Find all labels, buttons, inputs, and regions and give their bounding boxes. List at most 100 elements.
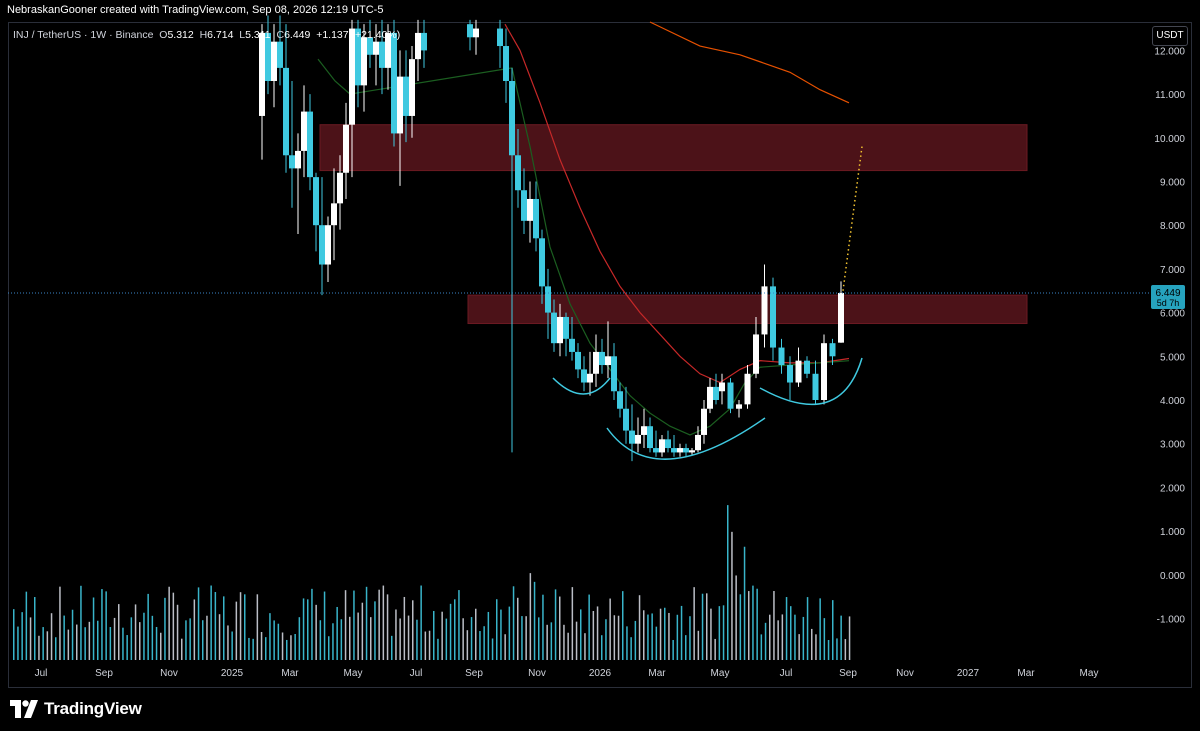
volume-bar xyxy=(819,598,821,660)
volume-bar xyxy=(378,589,380,660)
volume-bar xyxy=(29,617,32,660)
volume-bar xyxy=(823,618,826,660)
volume-bar xyxy=(63,615,65,660)
volume-bar xyxy=(458,590,460,660)
history-candle xyxy=(593,351,599,374)
volume-bar xyxy=(277,623,280,660)
volume-bar xyxy=(139,622,141,660)
volume-bar xyxy=(210,585,212,660)
open-label: O xyxy=(159,29,168,41)
top-bar: NebraskanGooner created with TradingView… xyxy=(0,0,1200,22)
history-candle xyxy=(473,28,479,38)
volume-bar xyxy=(311,588,313,660)
volume-bar xyxy=(244,594,246,660)
volume-bar xyxy=(571,587,574,660)
candle xyxy=(829,343,836,357)
volume-bar xyxy=(517,597,519,660)
time-tick-label: Jul xyxy=(410,668,423,679)
volume-bar xyxy=(80,585,82,660)
volume-bar xyxy=(806,597,809,660)
candle xyxy=(727,382,734,409)
volume-bar xyxy=(466,630,469,660)
volume-bar xyxy=(218,614,221,660)
volume-bar xyxy=(546,624,548,660)
tradingview-logo[interactable]: TradingView xyxy=(10,699,142,719)
volume-bar xyxy=(382,585,385,660)
history-candle xyxy=(391,32,397,134)
volume-bar xyxy=(643,610,645,660)
history-candle xyxy=(283,67,289,156)
history-candle xyxy=(545,286,551,313)
history-candle xyxy=(623,408,629,431)
volume-bar xyxy=(328,636,330,660)
history-candle xyxy=(331,203,337,226)
volume-bar xyxy=(445,618,448,660)
history-candle xyxy=(397,76,403,134)
volume-bar xyxy=(248,637,250,660)
volume-bar xyxy=(756,588,758,660)
candle xyxy=(821,343,827,400)
volume-bar xyxy=(143,612,145,660)
volume-bar xyxy=(491,638,494,660)
history-candle xyxy=(521,190,527,221)
price-tag-box xyxy=(1151,284,1185,309)
change-value: +1.137 (+21.40%) xyxy=(316,29,401,41)
volume-bar xyxy=(785,597,788,660)
history-candle xyxy=(653,448,659,453)
volume-bar xyxy=(470,617,473,660)
close-value: 6.449 xyxy=(284,29,311,41)
volume-bar xyxy=(386,594,389,660)
volume-bar xyxy=(252,638,254,660)
history-candle xyxy=(617,391,623,409)
volume-bar xyxy=(193,599,196,660)
symbol-legend: INJ / TetherUS · 1W · Binance O5.312 H6.… xyxy=(13,29,400,41)
volume-bar xyxy=(634,620,637,660)
volume-bar xyxy=(399,618,401,660)
candle xyxy=(778,347,785,366)
price-tick-label: 2.000 xyxy=(1160,483,1185,494)
time-axis: Jul Sep Nov 2025 Mar May Jul Sep Nov 2026 Mar May Ju… xyxy=(35,668,1099,679)
volume-bar xyxy=(664,607,666,660)
volume-bar xyxy=(155,626,158,660)
volume-bar xyxy=(584,633,586,660)
volume-bar xyxy=(336,606,338,660)
price-axis: 12.000 11.000 10.000 9.000 8.000 7.000 6.000 5.… xyxy=(1154,46,1185,625)
history-candle xyxy=(337,172,343,204)
volume-bar xyxy=(689,616,691,660)
history-candle xyxy=(677,448,683,453)
time-tick-label: Nov xyxy=(160,668,178,679)
volume-bar xyxy=(512,586,515,660)
volume-bar xyxy=(630,637,632,660)
volume-bar xyxy=(714,638,716,660)
volume-bar xyxy=(559,596,561,660)
price-tick-label: 8.000 xyxy=(1160,221,1185,232)
volume-bar xyxy=(710,608,712,660)
history-candle xyxy=(355,28,361,86)
volume-bar xyxy=(189,618,191,660)
low-value: 5.311 xyxy=(245,29,271,41)
volume-bar xyxy=(273,620,275,660)
time-tick-label: Mar xyxy=(1017,668,1035,679)
history-candle xyxy=(635,434,641,444)
history-candle xyxy=(385,32,391,68)
volume-bar xyxy=(617,615,620,660)
currency-unit-button[interactable]: USDT xyxy=(1152,26,1188,46)
volume-bar xyxy=(298,617,301,660)
volume-bar xyxy=(290,635,292,660)
history-candle xyxy=(713,386,719,400)
volume-bar xyxy=(88,621,91,660)
volume-bar xyxy=(34,597,36,660)
volume-bar xyxy=(685,635,687,660)
time-tick-label: Jul xyxy=(780,668,793,679)
volume-bar xyxy=(659,608,662,660)
volume-bar xyxy=(701,593,704,660)
volume-bar xyxy=(239,592,242,660)
volume-bar xyxy=(319,620,322,660)
volume-bar xyxy=(197,587,200,660)
candle xyxy=(736,404,742,409)
history-candle xyxy=(575,351,581,370)
history-candle xyxy=(533,198,539,239)
candle xyxy=(812,373,819,400)
